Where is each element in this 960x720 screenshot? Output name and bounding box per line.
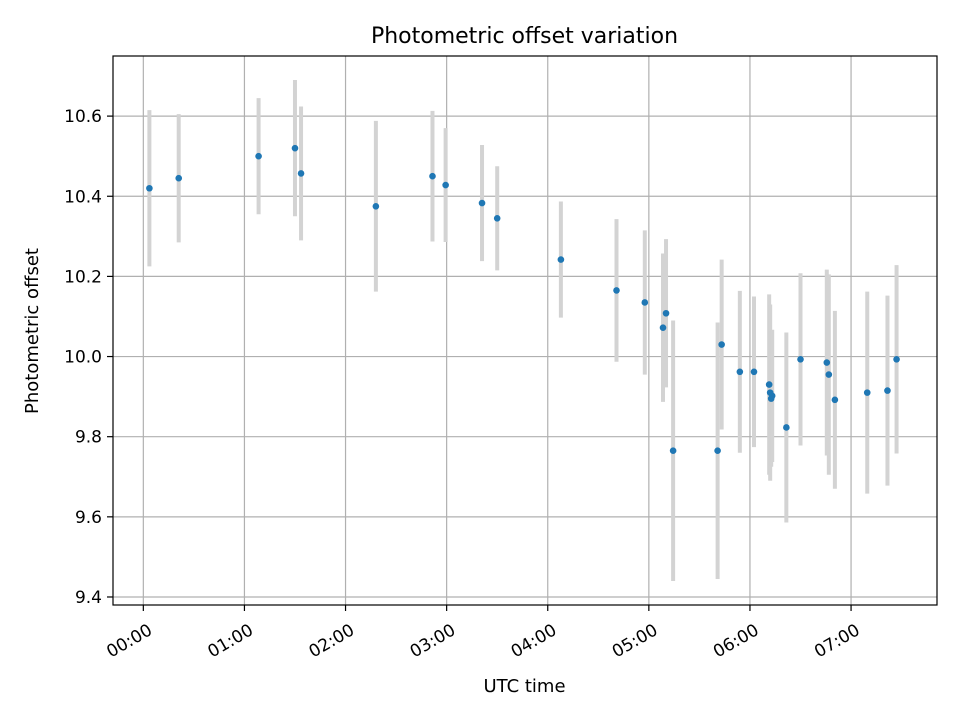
data-point	[768, 392, 776, 400]
data-point	[662, 309, 670, 317]
data-point	[893, 356, 900, 363]
data-point	[750, 368, 758, 376]
data-point	[478, 199, 486, 207]
y-tick-label: 10.4	[64, 187, 102, 207]
data-point	[831, 396, 839, 404]
y-tick-label: 10.2	[64, 267, 102, 287]
data-point	[659, 324, 667, 331]
x-axis-label: UTC time	[483, 676, 565, 697]
y-tick-label: 9.8	[75, 428, 102, 448]
data-point	[146, 184, 153, 192]
data-point	[736, 368, 744, 376]
plot-frame	[112, 55, 938, 606]
chart-title: Photometric offset variation	[371, 24, 678, 49]
data-point	[493, 214, 501, 222]
data-point	[884, 387, 891, 394]
data-point	[297, 170, 305, 177]
data-point	[797, 356, 804, 363]
data-point	[863, 389, 871, 396]
data-points	[146, 144, 900, 455]
data-point	[255, 152, 262, 160]
y-tick-label: 9.4	[75, 588, 102, 608]
data-point	[718, 341, 725, 348]
data-point	[291, 144, 299, 152]
data-point	[613, 287, 620, 294]
data-point	[442, 181, 449, 189]
data-point	[372, 202, 380, 210]
data-point	[557, 256, 565, 263]
y-tick-label: 10.6	[64, 107, 102, 127]
y-tick-label: 9.6	[75, 508, 102, 528]
y-tick-label: 10.0	[64, 348, 102, 368]
data-point	[641, 299, 649, 306]
data-point	[714, 447, 721, 455]
data-point	[823, 359, 831, 366]
data-point	[825, 371, 833, 378]
data-point	[429, 172, 436, 180]
data-point	[765, 381, 773, 388]
y-axis-label: Photometric offset	[22, 248, 43, 414]
data-point	[669, 447, 677, 455]
data-point	[783, 424, 790, 431]
data-point	[175, 174, 183, 182]
